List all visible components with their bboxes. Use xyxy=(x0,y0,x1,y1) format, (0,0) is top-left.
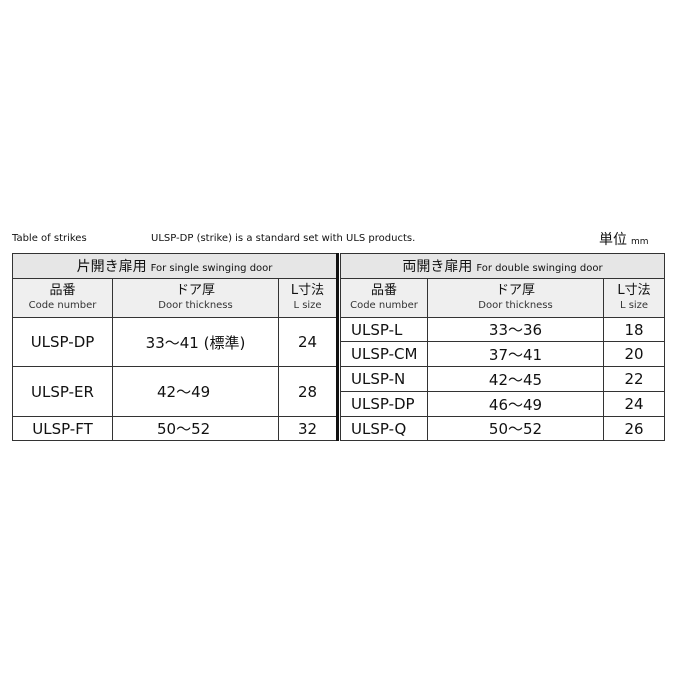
code-cell: ULSP-Q xyxy=(340,416,428,441)
thickness-cell: 37〜41 xyxy=(427,341,604,367)
code-cell: ULSP-N xyxy=(340,366,428,392)
table-row: ULSP-Q 50〜52 26 xyxy=(340,416,666,441)
thickness-cell: 33〜36 xyxy=(427,317,604,342)
table-caption: Table of strikes xyxy=(12,233,87,244)
lsize-cell: 24 xyxy=(277,317,339,367)
lsize-cell: 22 xyxy=(602,366,666,392)
lsize-cell: 18 xyxy=(602,317,666,342)
table-row: ULSP-L 33〜36 18 xyxy=(340,317,666,342)
table-note: ULSP-DP (strike) is a standard set with … xyxy=(151,233,416,244)
header-thickness: ドア厚 Door thickness xyxy=(112,278,279,318)
thickness-cell: 42〜45 xyxy=(427,366,604,392)
unit-jp: 単位 xyxy=(599,232,627,248)
lsize-cell: 20 xyxy=(602,341,666,367)
header-lsize: L寸法 L size xyxy=(602,278,666,318)
header-thickness: ドア厚 Door thickness xyxy=(427,278,604,318)
code-cell: ULSP-ER xyxy=(12,366,113,417)
single-door-table: 片開き扉用 For single swinging door 品番 Code num… xyxy=(11,253,340,441)
thickness-cell: 33〜41 (標準) xyxy=(112,317,279,367)
thickness-cell: 50〜52 xyxy=(427,416,604,441)
thickness-cell: 46〜49 xyxy=(427,391,604,417)
table-row: ULSP-ER 42〜49 28 xyxy=(12,366,339,417)
lsize-cell: 32 xyxy=(277,416,339,441)
thickness-cell: 50〜52 xyxy=(112,416,279,441)
code-cell: ULSP-L xyxy=(340,317,428,342)
header-lsize: L寸法 L size xyxy=(277,278,339,318)
lsize-cell: 24 xyxy=(602,391,666,417)
table-row: ULSP-DP 46〜49 24 xyxy=(340,391,666,417)
section-title: 片開き扉用 For single swinging door xyxy=(11,253,339,279)
double-door-table: 両開き扉用 For double swinging door 品番 Code num… xyxy=(339,253,666,441)
header-code: 品番 Code number xyxy=(12,278,113,318)
table-row: ULSP-FT 50〜52 32 xyxy=(12,416,339,441)
code-cell: ULSP-CM xyxy=(340,341,428,367)
thickness-cell: 42〜49 xyxy=(112,366,279,417)
table-row: ULSP-CM 37〜41 20 xyxy=(340,341,666,367)
code-cell: ULSP-FT xyxy=(12,416,113,441)
table-row: ULSP-N 42〜45 22 xyxy=(340,366,666,392)
unit-value: mm xyxy=(631,237,649,247)
code-cell: ULSP-DP xyxy=(12,317,113,367)
header-code: 品番 Code number xyxy=(340,278,428,318)
unit-label: 単位 mm xyxy=(599,229,649,249)
section-title: 両開き扉用 For double swinging door xyxy=(339,253,666,279)
lsize-cell: 28 xyxy=(277,366,339,417)
lsize-cell: 26 xyxy=(602,416,666,441)
code-cell: ULSP-DP xyxy=(340,391,428,417)
table-row: ULSP-DP 33〜41 (標準) 24 xyxy=(12,317,339,367)
